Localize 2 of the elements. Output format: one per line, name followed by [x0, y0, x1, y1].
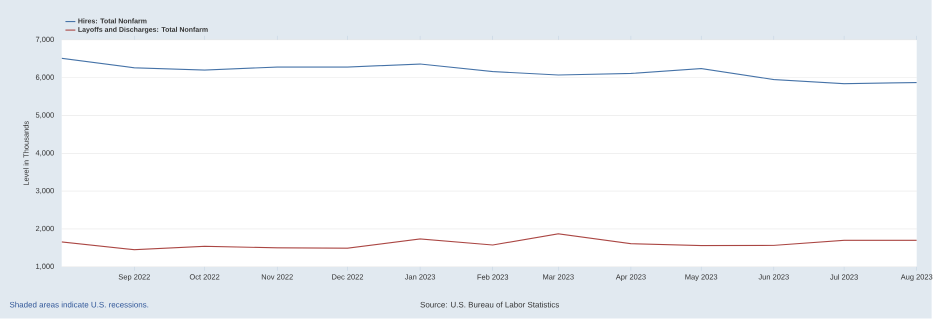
line-series — [62, 58, 917, 84]
line-series — [62, 234, 917, 251]
